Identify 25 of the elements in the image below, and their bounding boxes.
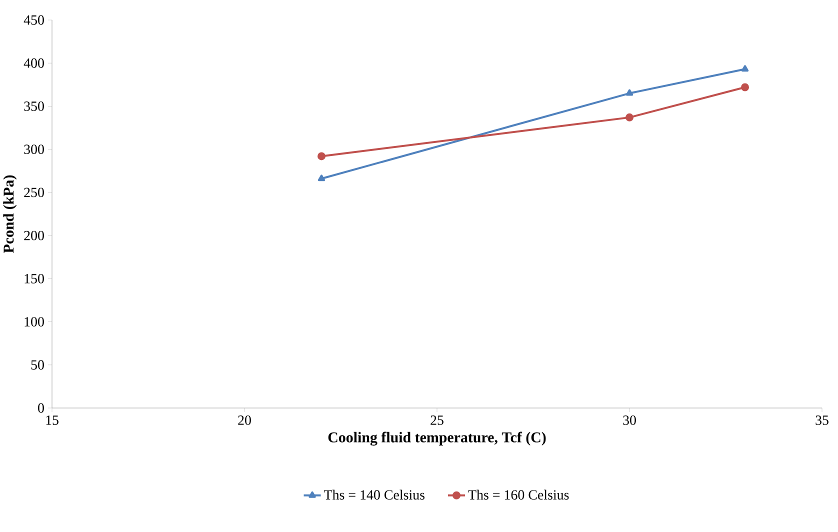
x-tick-label: 35 (816, 416, 828, 425)
x-tick-label: 15 (46, 416, 58, 425)
point (741, 83, 750, 92)
point (626, 113, 634, 122)
y-tick-label: 400 (24, 58, 44, 68)
y-tick-label: 350 (24, 102, 44, 111)
point (626, 89, 634, 96)
x-tick-label: 25 (430, 416, 444, 425)
y-tick-label: 450 (24, 15, 44, 25)
y-tick-label: 100 (24, 317, 44, 326)
point (318, 174, 326, 182)
y-tick-label: 300 (24, 144, 44, 154)
y-tick-label: 150 (24, 274, 44, 284)
legend-label: Ths = 140 Celsius (324, 490, 425, 500)
x-tick-label: 30 (623, 416, 636, 425)
y-axis-title: Pcond (kPa) (3, 175, 17, 253)
point (318, 152, 326, 160)
legend-label: Ths = 160 Celsius (468, 490, 569, 500)
x-axis-title: Cooling fluid temperature, Tcf (C) (328, 432, 546, 446)
point (741, 65, 749, 72)
y-tick-label: 250 (24, 188, 44, 198)
x-tick-label: 20 (238, 416, 251, 425)
y-tick-label: 50 (31, 360, 44, 370)
y-tick-label: 200 (24, 230, 44, 240)
y-tick-label: 0 (38, 403, 44, 413)
